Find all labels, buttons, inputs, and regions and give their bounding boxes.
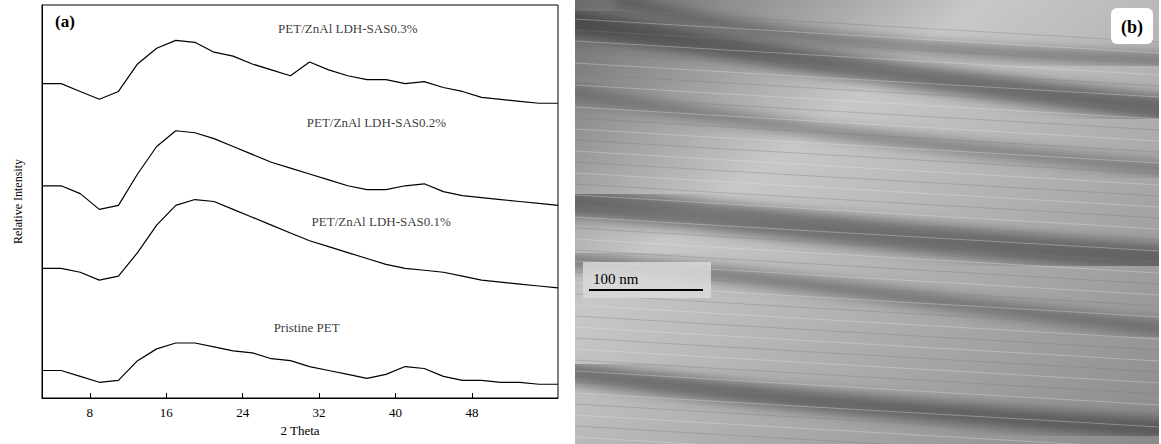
svg-text:PET/ZnAl LDH-SAS0.1%: PET/ZnAl LDH-SAS0.1% <box>312 214 452 229</box>
svg-text:8: 8 <box>87 405 94 420</box>
svg-text:Relative Intensity: Relative Intensity <box>11 159 25 244</box>
svg-text:16: 16 <box>160 405 174 420</box>
svg-text:Pristine PET: Pristine PET <box>274 320 340 335</box>
svg-text:2 Theta: 2 Theta <box>280 423 319 438</box>
svg-text:100 nm: 100 nm <box>593 271 639 287</box>
svg-text:40: 40 <box>389 405 402 420</box>
svg-text:(a): (a) <box>55 12 75 31</box>
svg-text:PET/ZnAl LDH-SAS0.2%: PET/ZnAl LDH-SAS0.2% <box>307 115 447 130</box>
svg-text:PET/ZnAl LDH-SAS0.3%: PET/ZnAl LDH-SAS0.3% <box>278 21 418 36</box>
svg-text:24: 24 <box>236 405 250 420</box>
svg-text:(b): (b) <box>1121 17 1143 38</box>
svg-text:32: 32 <box>313 405 326 420</box>
svg-text:48: 48 <box>466 405 479 420</box>
